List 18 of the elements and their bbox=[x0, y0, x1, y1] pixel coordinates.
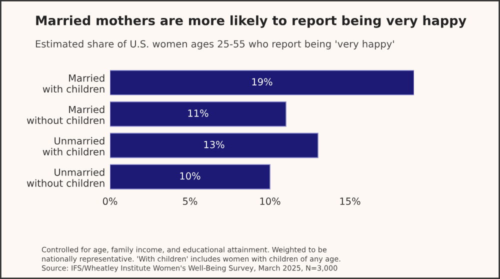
chart-title: Married mothers are more likely to report being very happy bbox=[36, 15, 466, 28]
y-tick-label: Unmarried without children bbox=[26, 168, 104, 187]
chart-subtitle: Estimated share of U.S. women ages 25-55 who report being 'very happy' bbox=[36, 40, 394, 50]
bar bbox=[110, 132, 318, 158]
data-label: 13% bbox=[204, 140, 224, 148]
y-tick-label: Unmarried with children bbox=[42, 137, 104, 156]
data-label: 11% bbox=[188, 110, 208, 117]
bar bbox=[110, 164, 270, 190]
x-tick-label: 0% bbox=[102, 198, 118, 205]
y-tick-label: Married with children bbox=[42, 74, 104, 93]
bar bbox=[110, 101, 286, 127]
bar bbox=[110, 70, 414, 96]
y-tick-label: Married without children bbox=[26, 106, 104, 124]
x-tick-label: 15% bbox=[340, 198, 360, 205]
x-tick-label: 5% bbox=[183, 198, 198, 205]
data-label: 10% bbox=[180, 172, 200, 180]
x-tick-label: 10% bbox=[260, 198, 280, 205]
data-label: 19% bbox=[252, 78, 272, 86]
